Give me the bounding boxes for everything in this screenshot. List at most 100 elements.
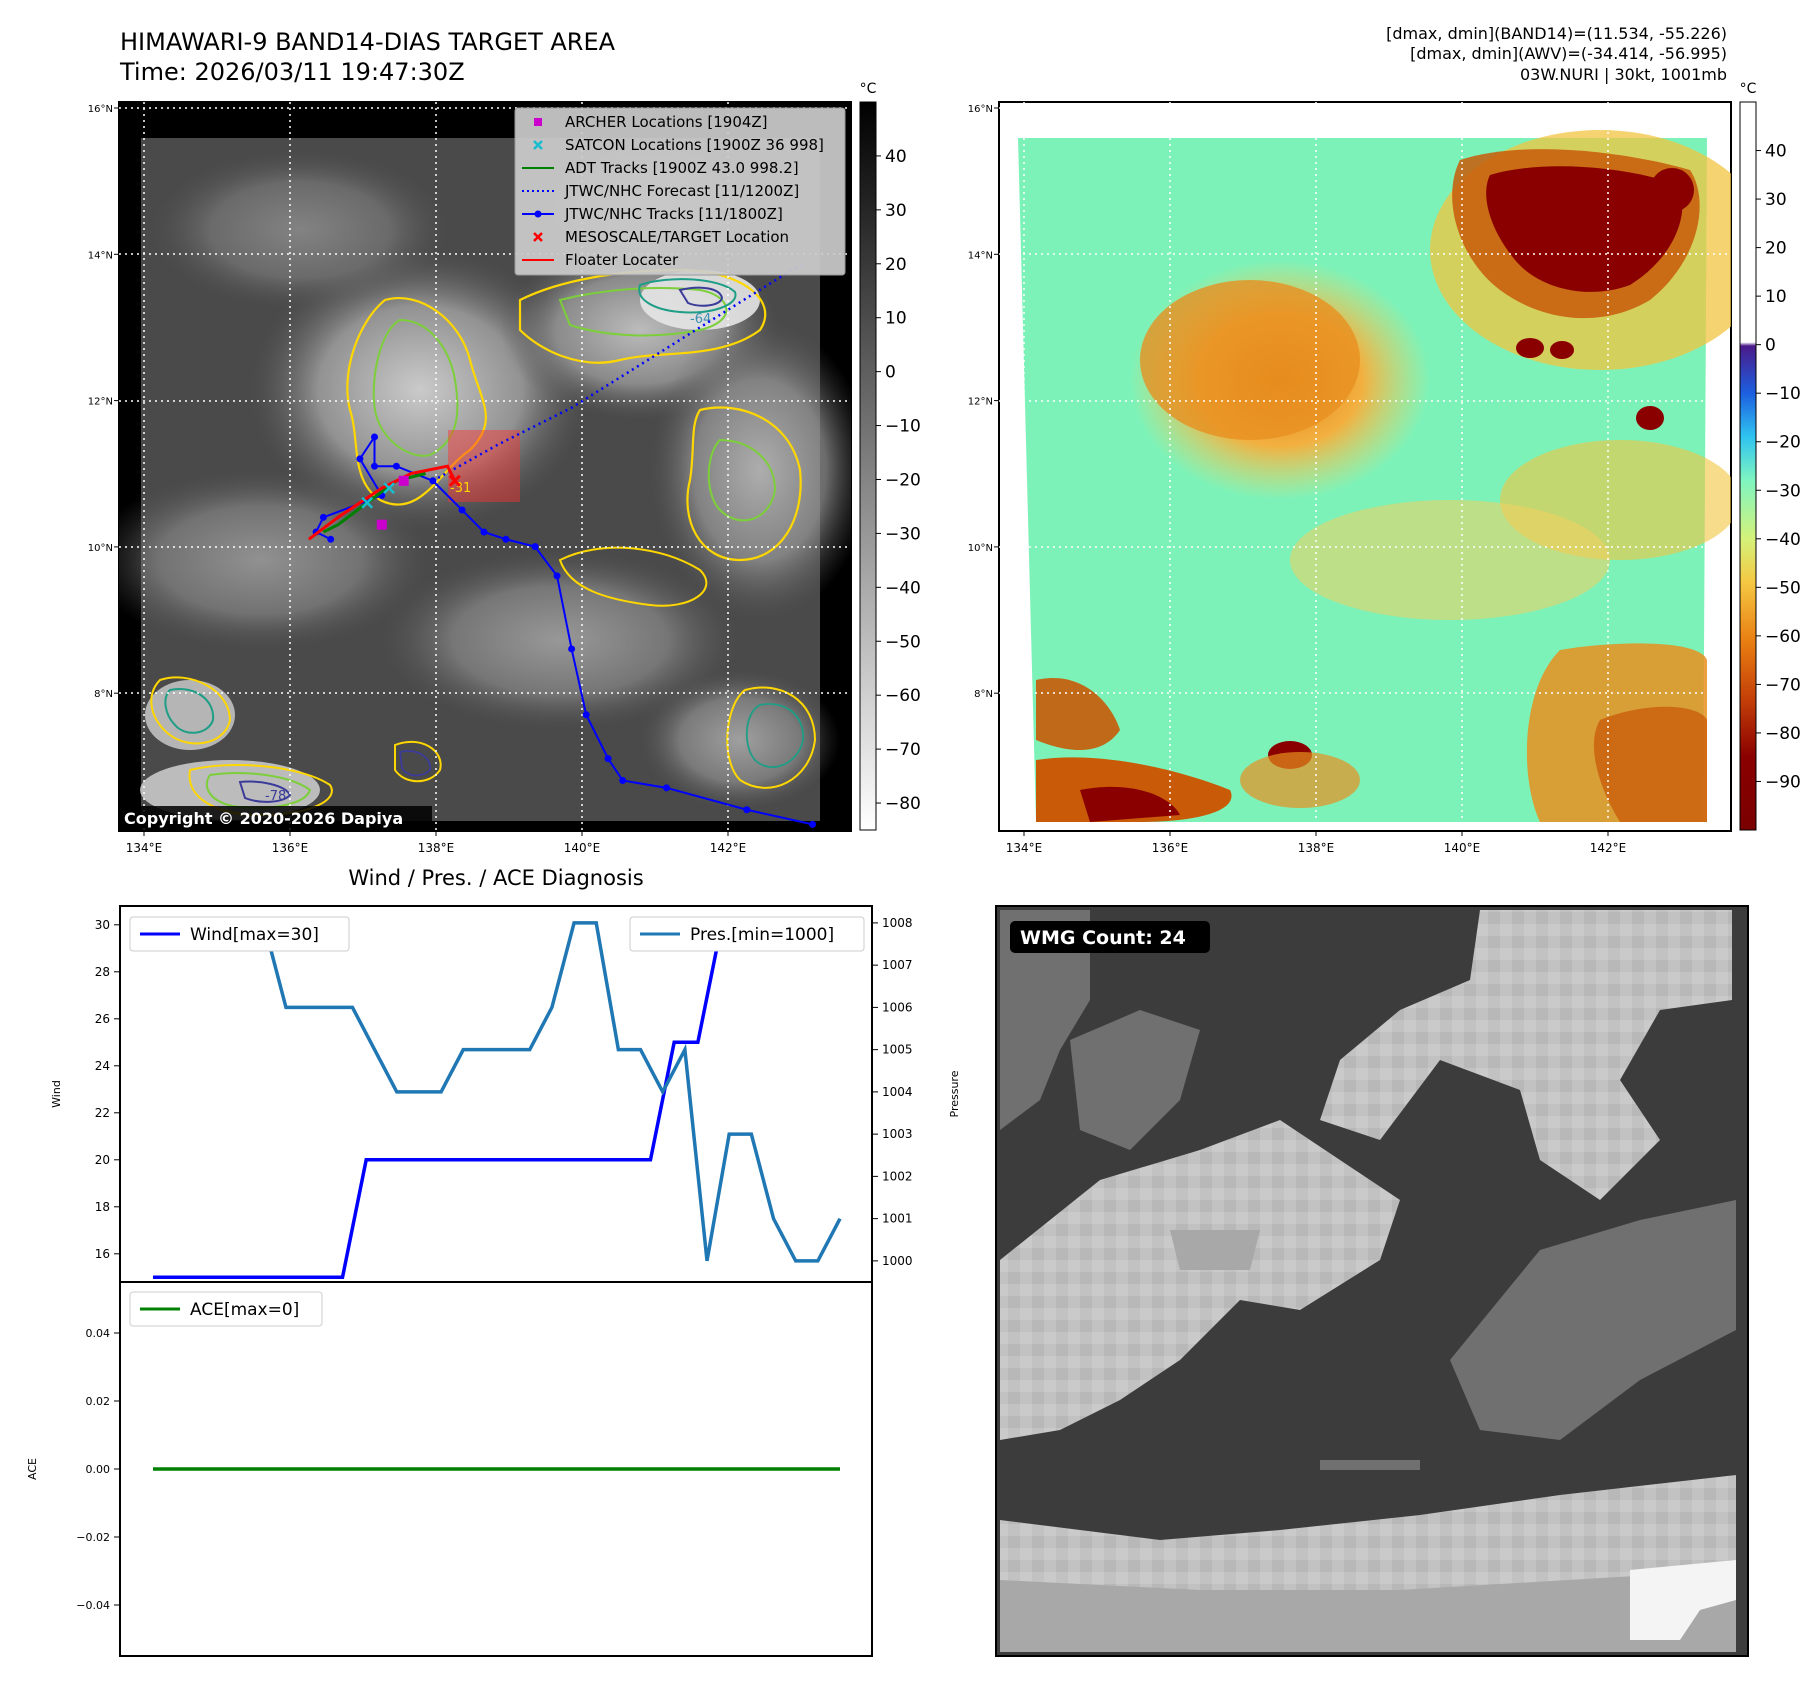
info-line-2: [dmax, dmin](AWV)=(-34.414, -56.995)	[1410, 44, 1727, 63]
copyright-text: Copyright © 2020-2026 Dapiya	[124, 809, 403, 828]
awv-colorbar-unit: °C	[1740, 81, 1757, 97]
wind-y-tick-label: 26	[95, 1012, 110, 1026]
jtwc-track-point	[327, 535, 335, 543]
pressure-y-tick-label: 1003	[882, 1127, 913, 1141]
colorbar-tick-label: 40	[885, 147, 907, 167]
contour-label-64: -64	[690, 312, 711, 327]
pressure-y-tick-label: 1000	[882, 1254, 913, 1268]
map-x-tick-label: 142°E	[1590, 841, 1627, 855]
legend-label: ADT Tracks [1900Z 43.0 998.2]	[565, 159, 799, 177]
colorbar-tick-label: −30	[1765, 481, 1801, 501]
map-x-tick-label: 140°E	[564, 841, 601, 855]
colorbar-tick-label: 0	[1765, 336, 1776, 356]
colorbar-tick-label: 40	[1765, 142, 1787, 162]
colorbar-tick-label: −40	[885, 578, 921, 598]
colorbar-tick-label: −90	[1765, 772, 1801, 792]
map-y-tick-label: 12°N	[968, 397, 993, 408]
map-x-tick-label: 134°E	[126, 841, 163, 855]
ace-y-tick-label: 0.04	[86, 1327, 111, 1340]
colorbar-tick-label: −70	[885, 740, 921, 760]
map-y-tick-label: 16°N	[968, 104, 993, 115]
colorbar-tick-label: −80	[1765, 724, 1801, 744]
colorbar-tick-label: −70	[1765, 675, 1801, 695]
figure-title: HIMAWARI-9 BAND14-DIAS TARGET AREA	[120, 28, 616, 56]
wind-y-tick-label: 30	[95, 918, 110, 932]
map-y-tick-label: 14°N	[968, 250, 993, 261]
map-y-tick-label: 14°N	[88, 250, 113, 261]
pres-legend-label: Pres.[min=1000]	[690, 925, 834, 945]
contour-label-78: -78	[265, 789, 286, 804]
colorbar-tick-label: −60	[885, 686, 921, 706]
jtwc-track-point	[429, 477, 437, 485]
colorbar-tick-label: −20	[885, 470, 921, 490]
jtwc-track-point	[809, 820, 816, 828]
pressure-y-tick-label: 1006	[882, 1000, 913, 1014]
colorbar-tick-label: −50	[885, 632, 921, 652]
jtwc-track-point	[568, 645, 576, 653]
jtwc-track-point	[458, 506, 466, 514]
awv-map-panel: 134°E 136°E 138°E 140°E 142°E 16°N 14°N 12°N 10°…	[968, 101, 1732, 855]
jtwc-track-point	[371, 462, 378, 470]
floater-track	[307, 464, 457, 541]
archer-marker	[376, 519, 387, 530]
colorbar-tick-label: −10	[885, 417, 921, 437]
map-x-tick-label: 140°E	[1444, 841, 1481, 855]
pres-legend: Pres.[min=1000]	[629, 916, 865, 952]
info-line-3: 03W.NURI | 30kt, 1001mb	[1520, 65, 1727, 84]
map-y-tick-label: 12°N	[88, 397, 113, 408]
jtwc-track-point	[604, 755, 612, 763]
map-x-tick-label: 138°E	[418, 841, 455, 855]
map-y-tick-label: 10°N	[88, 543, 113, 554]
contour-label-31: -31	[450, 481, 471, 496]
pressure-y-tick-label: 1004	[882, 1085, 913, 1099]
wind-y-tick-label: 16	[95, 1247, 110, 1261]
colorbar-tick-label: −60	[1765, 627, 1801, 647]
map-y-tick-label: 8°N	[974, 689, 993, 700]
ir-map-panel: -31 -64 -78 Copyright © 2020-2026 Dapiya…	[88, 101, 852, 855]
colorbar-tick-label: −10	[1765, 384, 1801, 404]
map-y-tick-label: 16°N	[88, 104, 113, 115]
ace-y-tick-label: 0.00	[86, 1463, 111, 1476]
jtwc-track-point	[319, 513, 327, 521]
wind-pressure-panel: Wind / Pres. / ACE Diagnosis 16 18 20 22 24 2…	[50, 866, 961, 1283]
map-y-tick-label: 8°N	[94, 689, 113, 700]
jtwc-track-point	[553, 572, 561, 580]
ace-axis-label: ACE	[26, 1458, 39, 1480]
wind-y-tick-label: 18	[95, 1200, 110, 1214]
jtwc-track-point	[531, 543, 539, 551]
colorbar-tick-label: 10	[1765, 287, 1787, 307]
colorbar-tick-label: −40	[1765, 530, 1801, 550]
ace-y-tick-label: 0.02	[86, 1395, 111, 1408]
pressure-y-tick-label: 1002	[882, 1169, 913, 1183]
pressure-y-tick-label: 1007	[882, 958, 913, 972]
target-marker	[448, 474, 461, 487]
wmg-panel: WMG Count: 24	[995, 905, 1749, 1657]
colorbar-tick-label: −50	[1765, 578, 1801, 598]
legend-swatch	[534, 118, 542, 126]
colorbar-tick-label: 30	[1765, 190, 1787, 210]
wmg-count-label: WMG Count: 24	[1020, 927, 1186, 949]
legend-label: MESOSCALE/TARGET Location	[565, 228, 789, 246]
diagnosis-title: Wind / Pres. / ACE Diagnosis	[348, 866, 643, 890]
jtwc-track-point	[392, 462, 400, 470]
pressure-axis-label: Pressure	[948, 1070, 961, 1117]
info-line-1: [dmax, dmin](BAND14)=(11.534, -55.226)	[1386, 24, 1727, 43]
map-x-tick-label: 136°E	[1152, 841, 1189, 855]
ace-y-tick-label: −0.04	[76, 1599, 110, 1612]
legend-label: Floater Locater	[565, 251, 679, 269]
ace-panel: 0.04 0.02 0.00 −0.02 −0.04 ACE ACE[max=0]	[26, 1281, 873, 1657]
wind-y-tick-label: 28	[95, 965, 110, 979]
legend-label: SATCON Locations [1900Z 36 998]	[565, 136, 824, 154]
colorbar-tick-label: 20	[1765, 239, 1787, 259]
colorbar-tick-label: −80	[885, 794, 921, 814]
map-x-tick-label: 138°E	[1298, 841, 1335, 855]
legend-swatch-dot	[534, 210, 542, 218]
pressure-y-tick-label: 1005	[882, 1043, 913, 1057]
map-x-tick-label: 142°E	[710, 841, 747, 855]
colorbar-tick-label: 30	[885, 201, 907, 221]
pressure-y-tick-label: 1008	[882, 916, 913, 930]
jtwc-track-point	[480, 528, 488, 536]
wind-axis-label: Wind	[50, 1080, 63, 1108]
ir-legend: ARCHER Locations [1904Z] SATCON Locations…	[514, 107, 846, 276]
